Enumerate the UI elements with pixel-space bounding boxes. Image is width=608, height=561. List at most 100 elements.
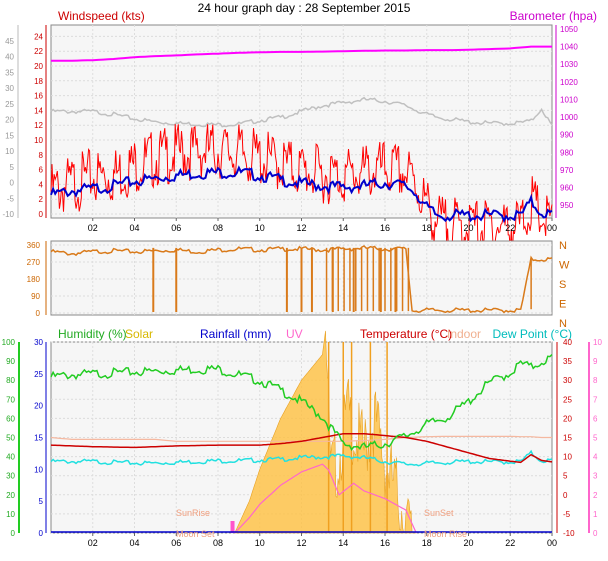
x-tick-label: 06	[171, 538, 181, 548]
x-tick-label: 02	[88, 223, 98, 233]
temperature-tick-label: 30	[563, 376, 572, 385]
humidity-tick-label: 100	[2, 338, 16, 347]
windspeed-label: Windspeed (kts)	[58, 9, 145, 23]
dew-point-line	[50, 449, 553, 467]
wind-average-line	[50, 165, 553, 224]
x-tick-label: 22	[505, 223, 515, 233]
atmosphere-series	[50, 330, 553, 534]
rainfall-tick-label: 30	[34, 338, 43, 347]
outer-tick-label: 0	[10, 179, 15, 188]
barometer-axis: 1050 1040 1030 1020 1010 1000 990 980 970 960 950	[555, 25, 578, 218]
temperature-tick-label: -5	[563, 510, 571, 519]
x-tick-label: 12	[296, 538, 306, 548]
moonset-label: Moon Set	[176, 529, 215, 539]
atmosphere-x-axis: 02 04 06 08 10 12 14 16 18 20 22 00	[88, 533, 557, 548]
wind-x-axis: 02 04 06 08 10 12 14 16 18 20 22 00	[88, 218, 557, 233]
uv-tick-label: 1	[593, 510, 598, 519]
windspeed-tick-label: 24	[34, 32, 43, 41]
outer-tick-label: -5	[7, 194, 15, 203]
x-tick-label: 08	[213, 538, 223, 548]
temperature-tick-label: 25	[563, 395, 572, 404]
temperature-tick-label: 5	[563, 472, 568, 481]
outer-tick-label: 5	[10, 163, 15, 172]
uv-label: UV	[286, 327, 303, 341]
humidity-tick-label: 60	[6, 414, 15, 423]
temperature-tick-label: 0	[563, 491, 568, 500]
x-tick-label: 18	[422, 223, 432, 233]
barometer-tick-label: 1020	[560, 78, 578, 87]
uv-tick-label: 0	[593, 529, 598, 538]
x-tick-label: 16	[380, 223, 390, 233]
barometer-tick-label: 1030	[560, 60, 578, 69]
barometer-tick-label: 1050	[560, 25, 578, 34]
humidity-tick-label: 10	[6, 510, 15, 519]
outer-tick-label: 20	[5, 116, 14, 125]
windspeed-tick-label: 6	[39, 166, 44, 175]
rainfall-label: Rainfall (mm)	[200, 327, 271, 341]
outer-tick-label: 10	[5, 147, 14, 156]
compass-label: N	[559, 318, 567, 330]
compass-label: N	[559, 240, 567, 252]
compass-label: E	[559, 299, 566, 311]
compass-label: S	[559, 279, 566, 291]
windspeed-tick-label: 12	[34, 121, 43, 130]
rainfall-tick-label: 10	[34, 465, 43, 474]
x-tick-label: 14	[338, 538, 348, 548]
windspeed-tick-label: 20	[34, 62, 43, 71]
moonrise-label: Moon Rise	[424, 529, 467, 539]
uv-tick-label: 8	[593, 376, 598, 385]
humidity-tick-label: 50	[6, 434, 15, 443]
sunset-label: SunSet	[424, 508, 454, 518]
barometer-tick-label: 960	[560, 184, 574, 193]
x-tick-label: 00	[547, 538, 557, 548]
wind-left-outer-axis: 45 40 35 30 25 20 15 10 5 0 -5 -10	[2, 25, 19, 219]
humidity-tick-label: 20	[6, 491, 15, 500]
x-tick-label: 00	[547, 223, 557, 233]
direction-tick-label: 90	[31, 292, 40, 301]
temperature-tick-label: 10	[563, 453, 572, 462]
barometer-tick-label: 1000	[560, 113, 578, 122]
outer-tick-label: 15	[5, 131, 14, 140]
outer-tick-label: 30	[5, 84, 14, 93]
barometer-tick-label: 1010	[560, 95, 578, 104]
outer-tick-label: -10	[2, 210, 14, 219]
wind-panel: Windspeed (kts) Barometer (hpa) 45403530…	[2, 9, 597, 257]
sun-moon-annotations: SunRise SunSet Moon Set Moon Rise	[176, 508, 467, 539]
humidity-tick-label: 40	[6, 453, 15, 462]
windspeed-tick-label: 10	[34, 136, 43, 145]
outer-tick-label: 45	[5, 37, 14, 46]
outer-tick-label: 40	[5, 53, 14, 62]
x-tick-label: 18	[422, 538, 432, 548]
uv-tick-label: 10	[593, 338, 602, 347]
barometer-tick-label: 970	[560, 166, 574, 175]
sunrise-label: SunRise	[176, 508, 210, 518]
chart-title: 24 hour graph day : 28 September 2015	[198, 1, 411, 15]
rainfall-tick-label: 5	[39, 497, 44, 506]
compass-label: W	[559, 260, 570, 272]
uv-line	[234, 463, 417, 534]
uv-tick-label: 5	[593, 434, 598, 443]
barometer-tick-label: 1040	[560, 43, 578, 52]
uv-start-marker	[230, 521, 235, 533]
uv-tick-label: 3	[593, 472, 598, 481]
uv-tick-label: 2	[593, 491, 598, 500]
windspeed-tick-label: 18	[34, 77, 43, 86]
wind-series	[50, 45, 553, 257]
temperature-tick-label: -10	[563, 529, 575, 538]
x-tick-label: 06	[171, 223, 181, 233]
humidity-tick-label: 0	[11, 529, 16, 538]
indoor-label: Indoor	[447, 327, 481, 341]
temperature-label: Temperature (°C)	[360, 327, 452, 341]
barometer-line	[51, 45, 552, 62]
humidity-label: Humidity (%)	[58, 327, 127, 341]
outer-tick-label: 25	[5, 100, 14, 109]
temperature-tick-label: 35	[563, 357, 572, 366]
windspeed-tick-label: 8	[39, 151, 44, 160]
uv-tick-label: 4	[593, 453, 598, 462]
x-tick-label: 14	[338, 223, 348, 233]
humidity-tick-label: 70	[6, 395, 15, 404]
x-tick-label: 02	[88, 538, 98, 548]
